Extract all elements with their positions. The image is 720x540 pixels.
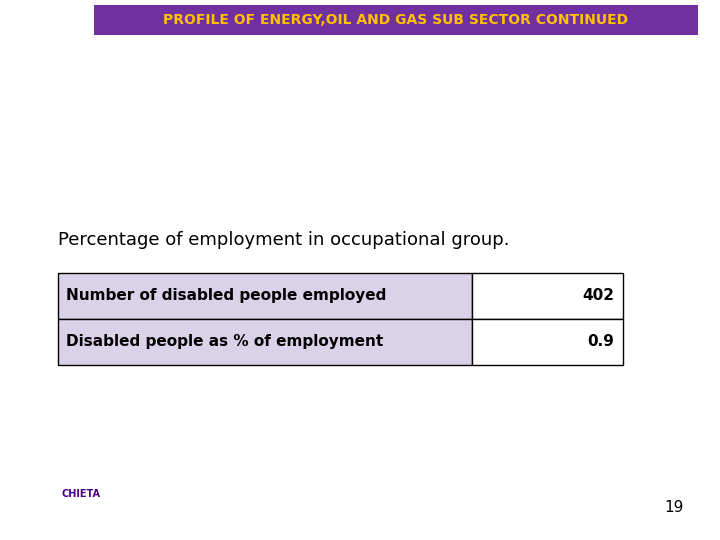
Text: PROFILE OF ENERGY,OIL AND GAS SUB SECTOR CONTINUED: PROFILE OF ENERGY,OIL AND GAS SUB SECTOR… [163,14,629,27]
Text: Disabled people as % of employment: Disabled people as % of employment [66,334,384,349]
Text: CHIETA: CHIETA [61,489,100,499]
Text: Number of disabled people employed: Number of disabled people employed [66,288,387,303]
Text: Percentage of employment in occupational group.: Percentage of employment in occupational… [58,231,509,249]
Text: 0.9: 0.9 [588,334,614,349]
Text: 19: 19 [665,500,684,515]
Text: 402: 402 [582,288,614,303]
